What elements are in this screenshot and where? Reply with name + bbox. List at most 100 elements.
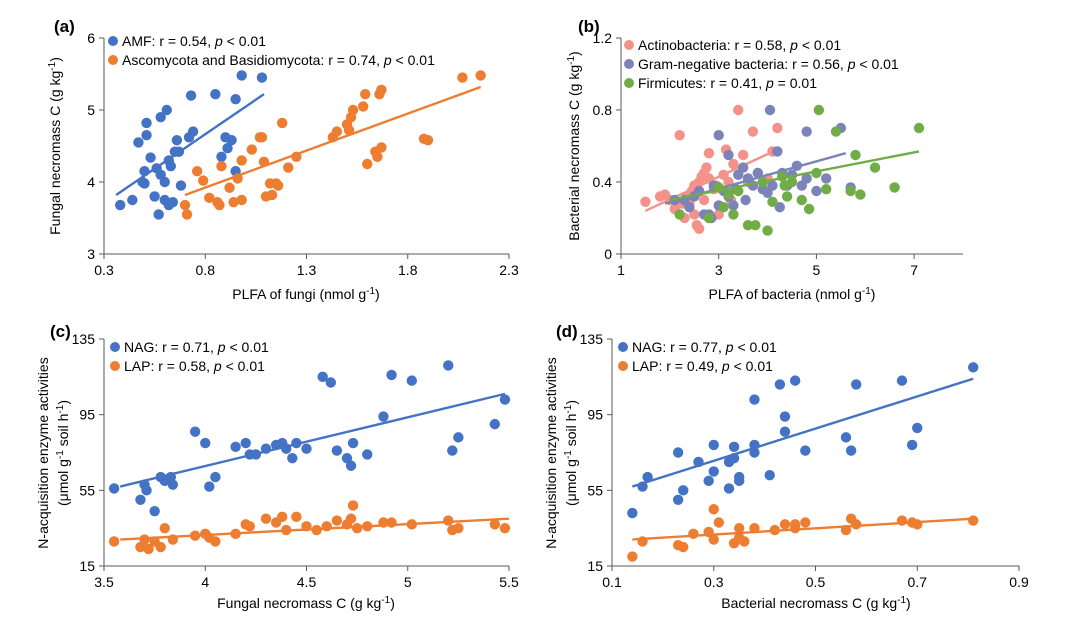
data-point	[179, 199, 191, 211]
series-firmicutes	[669, 104, 925, 236]
data-point	[779, 411, 791, 422]
x-tick-label: 0.7	[908, 574, 928, 590]
data-point	[210, 88, 221, 100]
y-axis-title-units: (μmol g-1 soil h-1)	[563, 400, 580, 506]
x-tick-label: 0.5	[806, 574, 826, 590]
x-tick-label: 0.1	[602, 574, 622, 590]
data-point	[830, 126, 842, 137]
panel-c: (c) 3.5 4 4.5 5 5.5 15 55 95 135 Fungal necromass …	[35, 322, 519, 611]
data-point	[764, 104, 776, 116]
legend-entry: NAG: r = 0.71, p < 0.01	[124, 339, 269, 355]
data-point	[181, 209, 193, 220]
data-point	[684, 202, 695, 213]
data-point	[167, 196, 179, 208]
data-point	[139, 178, 150, 189]
panel-label: (a)	[54, 17, 75, 36]
y-tick-label: 1.2	[593, 30, 613, 46]
y-axis-title: Fungal necromass C (g kg-1)	[47, 57, 64, 235]
y-tick-label: 55	[79, 482, 95, 498]
data-point	[801, 126, 812, 137]
data-point	[149, 505, 160, 517]
data-point	[728, 209, 739, 220]
panel-label: (b)	[578, 17, 600, 36]
data-point	[141, 485, 152, 496]
data-point	[198, 175, 209, 186]
legend-entry: LAP: r = 0.58, p < 0.01	[124, 358, 265, 374]
data-point	[187, 126, 199, 137]
legend-marker	[618, 342, 628, 352]
data-point	[372, 151, 383, 162]
data-point	[127, 194, 138, 206]
x-tick-label: 5	[813, 262, 821, 278]
data-point	[115, 199, 126, 211]
data-point	[672, 447, 684, 458]
y-tick-label: 0.4	[593, 174, 613, 190]
data-point	[287, 452, 298, 464]
data-point	[325, 377, 336, 388]
data-point	[159, 176, 170, 188]
data-point	[737, 149, 749, 161]
data-point	[499, 394, 511, 405]
y-tick-label: 95	[587, 407, 603, 423]
x-axis-title: Fungal necromass C (g kg-1)	[217, 595, 395, 612]
data-point	[272, 180, 284, 191]
data-point	[739, 536, 750, 547]
series-ascomycota-and-basidiomycota	[179, 70, 486, 220]
data-point	[141, 117, 152, 129]
series-lap	[108, 500, 511, 555]
data-point	[718, 202, 729, 213]
data-point	[821, 184, 832, 195]
data-point	[155, 112, 166, 123]
data-point	[161, 104, 172, 116]
x-axis-title: PLFA of fungi (nmol g-1)	[232, 286, 379, 303]
data-point	[701, 162, 712, 173]
data-point	[713, 517, 725, 528]
data-point	[821, 173, 832, 184]
data-point	[674, 209, 685, 220]
data-point	[733, 522, 745, 534]
data-point	[447, 445, 458, 456]
data-point	[216, 160, 227, 172]
data-point	[723, 149, 734, 161]
data-point	[913, 122, 925, 134]
data-point	[489, 418, 501, 430]
data-point	[703, 212, 715, 224]
legend-entry: Actinobacteria: r = 0.58, p < 0.01	[638, 37, 841, 53]
data-point	[155, 541, 166, 553]
panel-d: (d) 0.1 0.3 0.5 0.7 0.9 15 55 95 135 Bacterial nec…	[543, 322, 1029, 611]
data-point	[378, 411, 389, 422]
data-point	[386, 369, 397, 381]
data-point	[703, 475, 714, 487]
x-tick-label: 1.8	[398, 262, 418, 278]
y-tick-label: 6	[87, 30, 95, 46]
data-point	[747, 126, 759, 137]
data-point	[175, 180, 187, 191]
data-point	[345, 513, 357, 524]
data-point	[256, 132, 268, 143]
y-tick-label: 15	[587, 558, 603, 574]
data-point	[912, 422, 923, 434]
y-tick-label: 5	[87, 102, 95, 118]
trend-line	[184, 85, 482, 197]
data-point	[499, 522, 511, 534]
data-point	[331, 445, 343, 456]
x-tick-label: 1.3	[297, 262, 317, 278]
data-point	[222, 142, 233, 154]
data-point	[708, 534, 719, 545]
data-point	[640, 196, 651, 207]
y-tick-label: 0.8	[593, 102, 613, 118]
data-point	[708, 504, 719, 515]
data-point	[141, 130, 152, 141]
data-point	[906, 439, 918, 451]
data-point	[767, 196, 778, 207]
data-point	[301, 443, 312, 454]
data-point	[869, 162, 881, 173]
data-point	[789, 375, 801, 386]
legend-marker	[110, 342, 120, 352]
x-tick-label: 3	[715, 262, 723, 278]
data-point	[145, 152, 156, 163]
panel-label: (c)	[50, 322, 71, 341]
panel-a: (a) 0.3 0.8 1.3 1.8 2.3 3 4 5 6 PLFA of fungi (nmo…	[47, 17, 519, 302]
series-gram-negative-bacteria	[664, 104, 856, 224]
data-point	[740, 194, 751, 206]
